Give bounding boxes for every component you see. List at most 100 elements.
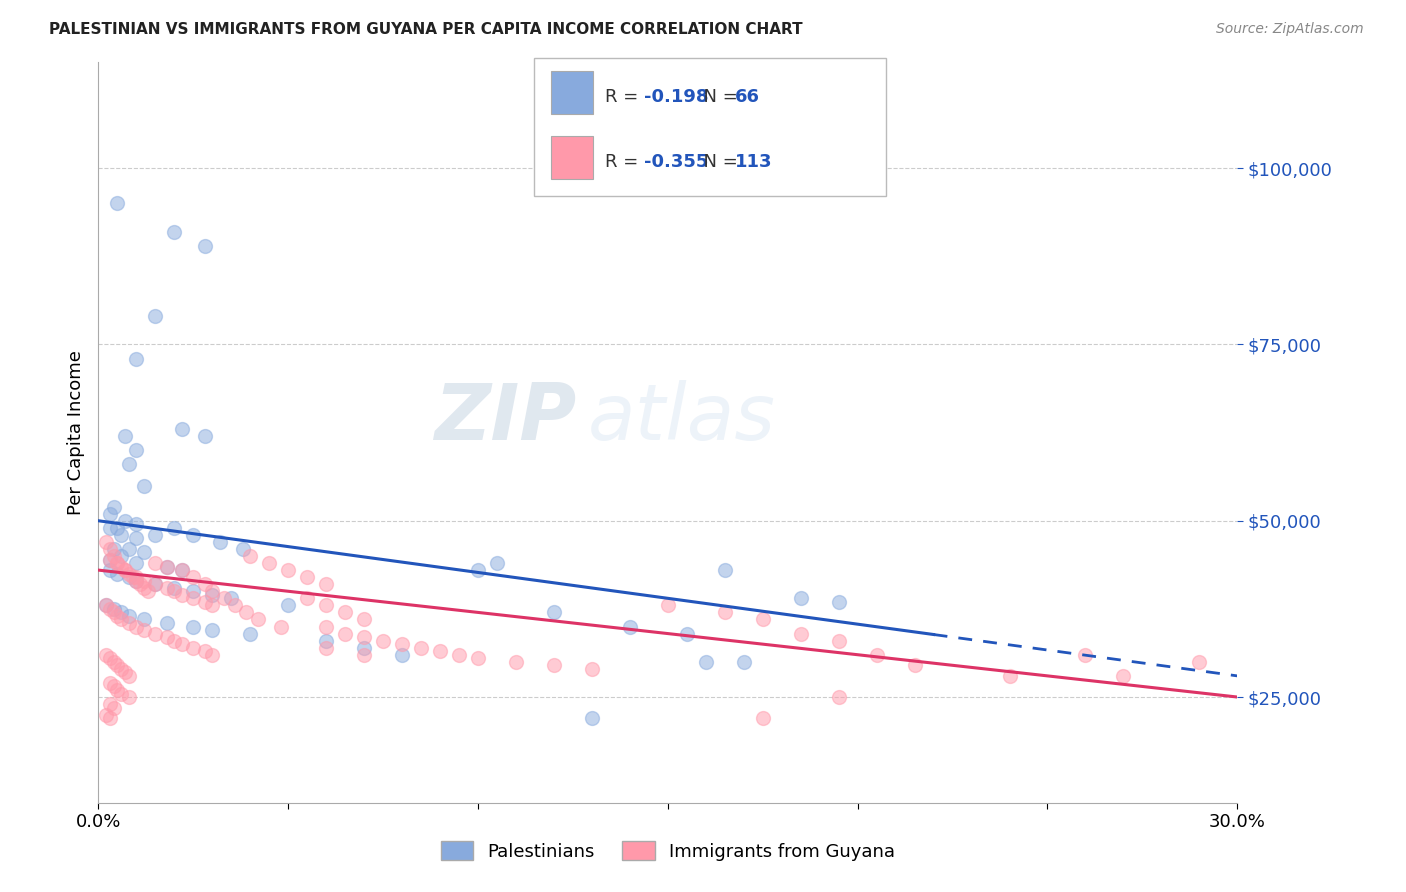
Point xyxy=(110,662,132,676)
Point xyxy=(170,563,193,577)
Point xyxy=(270,619,292,633)
Text: R =: R = xyxy=(605,87,644,105)
Point xyxy=(866,648,889,662)
Point xyxy=(676,626,699,640)
Point xyxy=(353,648,375,662)
Point xyxy=(194,595,217,609)
Point xyxy=(163,584,186,599)
Point xyxy=(828,595,851,609)
Point xyxy=(259,556,281,570)
Point xyxy=(125,517,148,532)
Point xyxy=(194,429,217,443)
Point xyxy=(118,566,141,581)
Point xyxy=(114,563,136,577)
Point xyxy=(107,556,129,570)
Point xyxy=(103,602,125,616)
Point xyxy=(94,707,117,722)
Point xyxy=(201,599,224,613)
Point xyxy=(194,644,217,658)
Point xyxy=(315,640,337,655)
Point xyxy=(315,577,337,591)
Point xyxy=(98,651,121,665)
Point xyxy=(201,584,224,599)
Text: ZIP: ZIP xyxy=(434,380,576,456)
Point xyxy=(107,556,129,570)
Point xyxy=(103,500,125,514)
Point xyxy=(98,507,121,521)
Point xyxy=(235,606,257,620)
Point xyxy=(103,606,125,620)
Point xyxy=(98,602,121,616)
Point xyxy=(486,556,509,570)
Point xyxy=(790,591,813,606)
Point xyxy=(98,711,121,725)
Point xyxy=(118,609,141,624)
Point xyxy=(145,556,167,570)
Point xyxy=(136,584,159,599)
Point xyxy=(224,599,246,613)
Point xyxy=(297,591,319,606)
Point xyxy=(125,556,148,570)
Point xyxy=(114,563,136,577)
Point xyxy=(94,648,117,662)
Point xyxy=(125,574,148,588)
Point xyxy=(239,549,262,563)
Text: 66: 66 xyxy=(735,87,761,105)
Point xyxy=(170,637,193,651)
Point xyxy=(232,541,254,556)
Point xyxy=(110,549,132,563)
Point xyxy=(353,612,375,626)
Point xyxy=(353,640,375,655)
Point xyxy=(246,612,269,626)
Point xyxy=(110,686,132,700)
Point xyxy=(98,552,121,566)
Point xyxy=(145,528,167,542)
Point xyxy=(371,633,394,648)
Point xyxy=(156,559,179,574)
Point xyxy=(94,535,117,549)
Point xyxy=(94,599,117,613)
Point xyxy=(110,559,132,574)
Point xyxy=(998,669,1021,683)
Point xyxy=(657,599,679,613)
Point xyxy=(107,521,129,535)
Point xyxy=(752,711,775,725)
Point xyxy=(714,563,737,577)
Point xyxy=(145,626,167,640)
Point xyxy=(114,514,136,528)
Point xyxy=(733,655,755,669)
Point xyxy=(194,577,217,591)
Point xyxy=(467,651,489,665)
Point xyxy=(107,196,129,211)
Text: N =: N = xyxy=(692,153,744,170)
Point xyxy=(163,581,186,595)
Point xyxy=(449,648,471,662)
Point xyxy=(132,612,155,626)
Point xyxy=(114,665,136,680)
Point xyxy=(132,623,155,637)
Point xyxy=(125,574,148,588)
Point xyxy=(315,599,337,613)
Point xyxy=(391,637,413,651)
Point xyxy=(94,599,117,613)
Point xyxy=(183,640,205,655)
Text: atlas: atlas xyxy=(588,380,776,456)
Point xyxy=(118,669,141,683)
Point xyxy=(183,570,205,584)
Point xyxy=(170,588,193,602)
Point xyxy=(156,615,179,630)
Point xyxy=(163,633,186,648)
Point xyxy=(335,606,357,620)
Point xyxy=(125,351,148,366)
Point xyxy=(163,225,186,239)
Point xyxy=(110,612,132,626)
Point xyxy=(1112,669,1135,683)
Point xyxy=(156,559,179,574)
Point xyxy=(103,549,125,563)
Text: 113: 113 xyxy=(735,153,773,170)
Point xyxy=(156,630,179,644)
Point xyxy=(145,577,167,591)
Point xyxy=(114,429,136,443)
Point xyxy=(118,690,141,704)
Point xyxy=(183,591,205,606)
